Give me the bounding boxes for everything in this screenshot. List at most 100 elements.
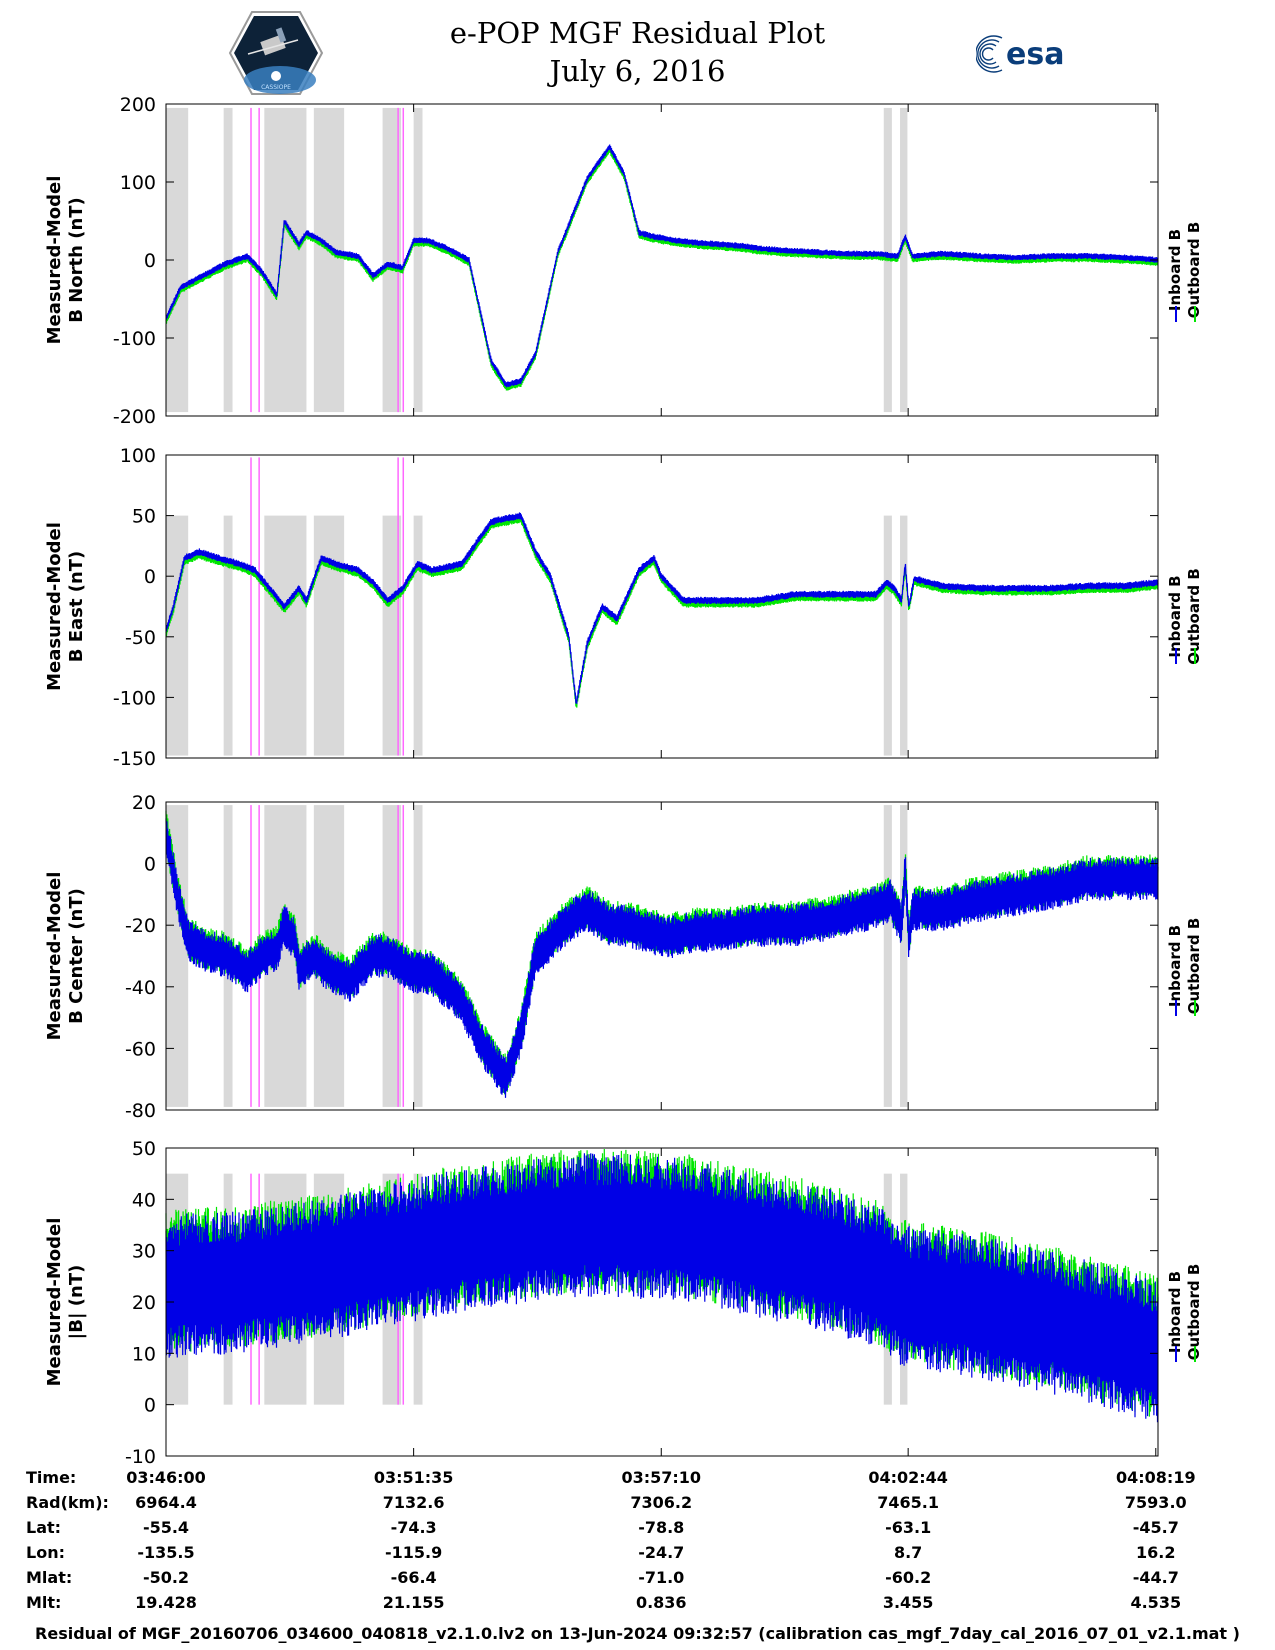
legend: Inboard B Outboard B [1166,222,1203,322]
info-value: 19.428 [135,1593,197,1612]
info-value: 6964.4 [135,1493,197,1512]
y-axis-label: Measured-Model|B| (nT) [44,1218,87,1387]
data-gap-band [166,107,189,413]
legend: Inboard B Outboard B [1166,568,1203,665]
info-row-label: Lat: [26,1518,62,1537]
panel-3: 20 0 -20 -40 -60 -80 Measured-ModelB Center (n… [44,792,1203,1122]
inboard-b-line [165,512,1159,704]
data-gap-band [166,515,189,756]
data-gap-band [413,107,423,413]
data-gap-band [382,515,402,756]
data-gap-band [413,515,423,756]
svg-text:esa: esa [1006,37,1064,72]
footer-caption: Residual of MGF_20160706_034600_040818_v… [35,1624,1240,1643]
event-marker [258,457,260,756]
info-value: 0.836 [635,1593,687,1612]
y-axis-label: Measured-ModelB North (nT) [44,176,87,345]
y-tick-label: -150 [113,748,156,770]
event-marker [402,457,405,756]
info-value: -74.3 [390,1518,437,1537]
plot-frame [165,454,1159,759]
title-line-1: e-POP MGF Residual Plot [449,16,826,50]
info-value: 7593.0 [1124,1493,1187,1512]
y-axis-label-line: |B| (nT) [66,1265,87,1340]
legend: Inboard B Outboard B [1166,918,1203,1016]
legend-outboard-label: Outboard B [1185,1264,1203,1361]
y-tick-label: 20 [132,792,156,814]
info-row-label: Time: [26,1468,77,1487]
info-row-label: Mlat: [26,1568,73,1587]
data-gap-band [883,515,892,756]
event-marker [397,107,399,413]
cassiope-logo: CASSIOPE [228,11,324,95]
info-value: 4.535 [1130,1593,1182,1612]
y-tick-label: 100 [120,172,156,194]
y-tick-label: 100 [120,445,156,467]
info-row-label: Mlt: [26,1593,62,1612]
info-value: -115.9 [385,1543,443,1562]
data-gap-band [900,515,908,756]
orbit-info-table: Time: Rad(km): Lat: Lon: Mlat: Mlt: 03:46:00 6… [0,1468,1275,1618]
data-gap-band [313,107,345,413]
legend: Inboard B Outboard B [1166,1264,1203,1362]
legend-inboard-label: Inboard B [1166,575,1184,657]
info-value: -45.7 [1132,1518,1179,1537]
y-axis-label: Measured-ModelB East (nT) [44,522,87,691]
y-tick-label: 50 [132,506,156,528]
title-line-2: July 6, 2016 [549,54,726,88]
info-value: -55.4 [142,1518,190,1537]
info-value: -78.8 [638,1518,685,1537]
data-gap-band [264,515,307,756]
svg-text:CASSIOPE: CASSIOPE [261,84,291,91]
y-axis-label-line: Measured-Model [44,522,65,691]
info-value: -71.0 [638,1568,685,1587]
plot-frame [165,801,1159,1111]
panel-4: 50 40 30 20 10 0 -10 Measured-Model|B| (nT) Inbo… [44,1138,1203,1468]
info-value: 21.155 [382,1593,445,1612]
info-value: -63.1 [885,1518,932,1537]
y-axis-label-line: B East (nT) [66,551,87,663]
inboard-b-line [165,144,1159,388]
y-axis-label: Measured-ModelB Center (nT) [44,872,87,1041]
info-value: 7132.6 [382,1493,445,1512]
data-gap-band [313,515,345,756]
y-tick-label: -200 [113,406,156,428]
y-tick-label: -100 [113,687,156,709]
data-gap-band [223,515,233,756]
chart-title: e-POP MGF Residual Plot July 6, 2016 [0,14,1275,90]
y-tick-label: -60 [125,1038,156,1060]
esa-logo: esa [976,35,1064,73]
panel-2: 100 50 0 -50 -100 -150 Measured-ModelB East (n… [44,445,1203,770]
info-value: 7306.2 [630,1493,693,1512]
inboard-b-line [165,1153,1159,1423]
y-tick-label: -50 [125,627,156,649]
y-tick-label: -100 [113,328,156,350]
y-axis-label-line: B Center (nT) [66,888,87,1024]
y-tick-label: 0 [144,854,156,876]
info-value: -50.2 [142,1568,190,1587]
event-marker [258,107,260,413]
y-axis-label-line: Measured-Model [44,872,65,1041]
info-value: -135.5 [137,1543,195,1562]
legend-outboard-label: Outboard B [1185,918,1203,1015]
y-tick-label: 40 [132,1189,156,1211]
data-gap-band [883,805,892,1107]
panel-1: 200 100 0 -100 -200 Measured-ModelB North (nT… [44,94,1203,428]
data-gap-band [900,107,908,413]
y-axis-label-line: Measured-Model [44,176,65,345]
info-row-label: Rad(km): [26,1493,109,1512]
y-tick-label: 20 [132,1292,156,1314]
info-value: -60.2 [885,1568,932,1587]
info-value: 3.455 [882,1593,934,1612]
legend-inboard-label: Inboard B [1166,925,1184,1007]
data-gap-band [900,805,908,1107]
y-axis-label-line: B North (nT) [66,197,87,323]
time-tick-label: 03:51:35 [373,1468,454,1487]
time-tick-label: 04:08:19 [1115,1468,1196,1487]
info-value: 7465.1 [877,1493,940,1512]
y-tick-label: 10 [132,1343,156,1365]
y-tick-label: -40 [125,977,156,999]
info-value: 8.7 [893,1543,923,1562]
data-gap-band [382,107,402,413]
